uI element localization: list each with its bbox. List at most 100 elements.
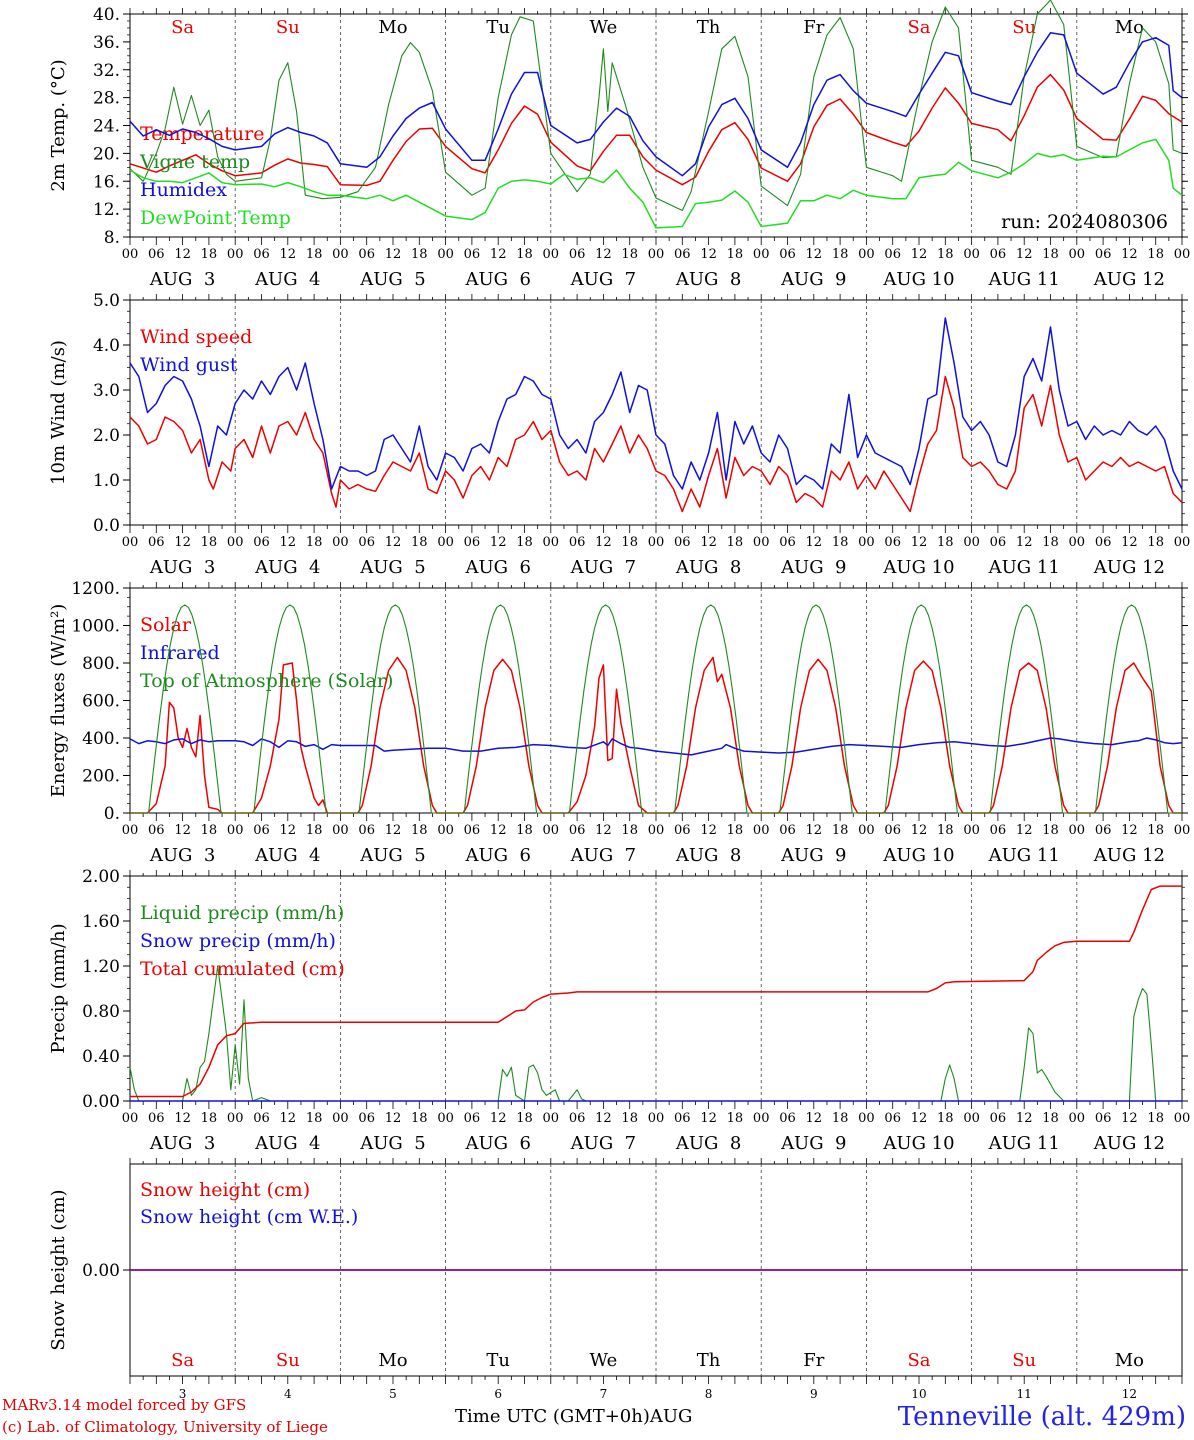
hour-tick-label: 06 (464, 823, 481, 838)
date-label: AUG 8 (675, 269, 741, 290)
hour-tick-label: 18 (727, 247, 744, 262)
hour-tick-label: 18 (937, 535, 954, 550)
legend-entry: Wind gust (140, 354, 238, 376)
date-label: AUG 4 (254, 269, 320, 290)
hour-tick-label: 00 (437, 1111, 454, 1126)
date-label: AUG 5 (359, 557, 425, 578)
hour-tick-label: 12 (174, 823, 191, 838)
date-label: AUG 3 (149, 845, 215, 866)
hour-tick-label: 06 (779, 823, 796, 838)
hour-tick-label: 12 (806, 823, 823, 838)
day-of-week-label: Su (276, 17, 300, 38)
hour-tick-label: 18 (411, 535, 428, 550)
legend-entry: Snow precip (mm/h) (140, 930, 336, 952)
x-axis-title: Time UTC (GMT+0h)AUG (455, 1406, 692, 1427)
hour-tick-label: 06 (358, 823, 375, 838)
hour-tick-label: 18 (832, 247, 849, 262)
y-tick-label: 800. (82, 654, 120, 674)
hour-tick-label: 18 (937, 247, 954, 262)
hour-tick-label: 00 (437, 247, 454, 262)
hour-tick-label: 12 (911, 823, 928, 838)
hour-tick-label: 00 (437, 535, 454, 550)
hour-tick-label: 18 (1042, 1111, 1059, 1126)
hour-tick-label: 06 (990, 247, 1007, 262)
hour-tick-label: 00 (648, 823, 665, 838)
hour-tick-label: 00 (227, 247, 244, 262)
date-label: AUG 12 (1093, 1133, 1165, 1154)
hour-tick-label: 12 (174, 1111, 191, 1126)
y-tick-label: 2.0 (93, 426, 120, 446)
legend-entry: Snow height (cm) (140, 1179, 310, 1201)
hour-tick-label: 12 (280, 823, 297, 838)
date-label: AUG 12 (1093, 557, 1165, 578)
hour-tick-label: 06 (464, 535, 481, 550)
flux-series-line (129, 737, 1183, 756)
hour-tick-label: 06 (674, 1111, 691, 1126)
day-of-week-label: Sa (171, 1350, 194, 1371)
hour-tick-label: 06 (464, 1111, 481, 1126)
hour-tick-label: 12 (280, 1111, 297, 1126)
hour-tick-label: 06 (569, 535, 586, 550)
legend-entry: DewPoint Temp (140, 207, 291, 229)
hour-tick-label: 06 (990, 535, 1007, 550)
date-label: AUG 11 (988, 557, 1060, 578)
day-of-week-label: Mo (1115, 17, 1144, 38)
y-tick-label: 1.20 (82, 957, 120, 977)
y-tick-label: 40. (93, 5, 120, 25)
day-number-label: 6 (494, 1387, 502, 1401)
y-tick-label: 0.40 (82, 1047, 120, 1067)
hour-tick-label: 18 (1042, 823, 1059, 838)
legend-entry: Humidex (140, 179, 227, 201)
day-of-week-label: Su (276, 1350, 300, 1371)
date-label: AUG 11 (988, 1133, 1060, 1154)
date-label: AUG 8 (675, 557, 741, 578)
legend-entry: Temperature (140, 123, 264, 145)
hour-tick-label: 18 (727, 823, 744, 838)
hour-tick-label: 06 (1095, 1111, 1112, 1126)
hour-tick-label: 06 (674, 535, 691, 550)
hour-tick-label: 06 (253, 535, 270, 550)
hour-tick-label: 18 (201, 1111, 218, 1126)
day-number-label: 3 (179, 1387, 187, 1401)
y-tick-label: 36. (93, 33, 120, 53)
hour-tick-label: 06 (884, 1111, 901, 1126)
hour-tick-label: 06 (884, 535, 901, 550)
wind-series-line (129, 375, 1183, 513)
y-tick-label: 32. (93, 61, 120, 81)
hour-tick-label: 12 (1016, 823, 1033, 838)
hour-tick-label: 00 (963, 823, 980, 838)
hour-tick-label: 12 (911, 1111, 928, 1126)
hour-tick-label: 12 (490, 1111, 507, 1126)
hour-tick-label: 00 (332, 535, 349, 550)
day-number-label: 7 (600, 1387, 608, 1401)
hour-tick-label: 00 (963, 1111, 980, 1126)
day-of-week-label: Tu (486, 17, 510, 38)
hour-tick-label: 06 (358, 1111, 375, 1126)
legend-entry: Top of Atmosphere (Solar) (140, 670, 393, 692)
y-axis-label: Precip (mm/h) (48, 923, 69, 1053)
date-label: AUG 6 (464, 1133, 530, 1154)
hour-tick-label: 00 (858, 247, 875, 262)
hour-tick-label: 18 (937, 1111, 954, 1126)
legend-entry: Solar (140, 614, 192, 636)
hour-tick-label: 00 (1174, 1111, 1191, 1126)
flux-series-line (130, 656, 1182, 814)
hour-tick-label: 00 (122, 247, 139, 262)
hour-tick-label: 12 (700, 823, 717, 838)
date-label: AUG 8 (675, 1133, 741, 1154)
day-of-week-label: Th (697, 17, 721, 38)
hour-tick-label: 06 (148, 1111, 165, 1126)
hour-tick-label: 18 (411, 823, 428, 838)
hour-tick-label: 00 (1174, 535, 1191, 550)
hour-tick-label: 00 (858, 535, 875, 550)
flux-frame (129, 587, 1183, 814)
hour-tick-label: 12 (490, 247, 507, 262)
date-label: AUG 10 (882, 1133, 954, 1154)
hour-tick-label: 12 (806, 1111, 823, 1126)
date-label: AUG 5 (359, 269, 425, 290)
hour-tick-label: 06 (358, 247, 375, 262)
legend-entry: Snow height (cm W.E.) (140, 1206, 358, 1228)
y-tick-label: 400. (82, 729, 120, 749)
date-label: AUG 3 (149, 557, 215, 578)
date-label: AUG 10 (882, 269, 954, 290)
